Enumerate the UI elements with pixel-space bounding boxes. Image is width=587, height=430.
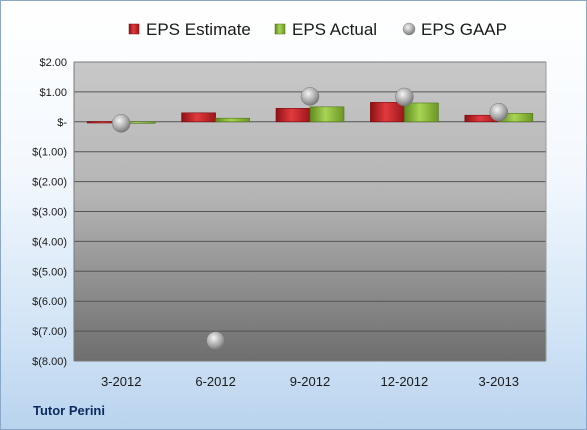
y-tick-label: $(8.00): [32, 356, 67, 368]
eps-gaap-marker: [206, 331, 225, 350]
eps-actual-bar: [309, 106, 345, 123]
y-tick-label: $(4.00): [32, 236, 67, 248]
eps-estimate-bar: [181, 112, 216, 123]
legend-label: EPS GAAP: [421, 20, 507, 39]
x-tick-label: 3-2012: [101, 374, 141, 389]
y-tick-label: $(3.00): [32, 207, 67, 219]
eps-actual-bar: [404, 102, 439, 123]
eps-actual-bar: [215, 117, 250, 123]
y-tick-label: $-: [57, 117, 67, 129]
y-tick-label: $(5.00): [32, 266, 67, 278]
x-tick-label: 12-2012: [381, 374, 429, 389]
y-tick-label: $(1.00): [32, 147, 67, 159]
eps-estimate-bar: [275, 108, 311, 123]
legend-label: EPS Actual: [292, 20, 377, 39]
y-tick-label: $(2.00): [32, 177, 67, 189]
eps-gaap-marker: [395, 87, 414, 107]
eps-gaap-marker: [489, 102, 509, 122]
eps-gaap-marker: [300, 87, 320, 106]
y-tick-label: $(7.00): [32, 326, 67, 338]
x-tick-label: 6-2012: [195, 374, 235, 389]
eps-estimate-legend-swatch: [128, 23, 140, 35]
y-tick-label: $1.00: [39, 87, 67, 99]
legend-label: EPS Estimate: [146, 20, 251, 39]
chart-legend: EPS Estimate EPS Actual EPS GAAP: [128, 20, 507, 39]
data-marks: [86, 87, 534, 350]
y-tick-label: $(6.00): [32, 296, 67, 308]
eps-gaap-legend-swatch: [402, 22, 416, 36]
x-axis: 3-2012 6-2012 9-2012 12-2012 3-2013: [101, 374, 519, 389]
company-name: Tutor Perini: [33, 403, 105, 418]
eps-gaap-marker: [111, 114, 131, 133]
y-tick-label: $2.00: [39, 57, 67, 69]
eps-estimate-bar: [370, 102, 405, 123]
y-axis: $2.00 $1.00 $- $(1.00) $(2.00) $(3.00) $(4.00)…: [32, 57, 547, 368]
x-tick-label: 3-2013: [479, 374, 519, 389]
x-tick-label: 9-2012: [290, 374, 330, 389]
eps-actual-legend-swatch: [274, 23, 286, 35]
